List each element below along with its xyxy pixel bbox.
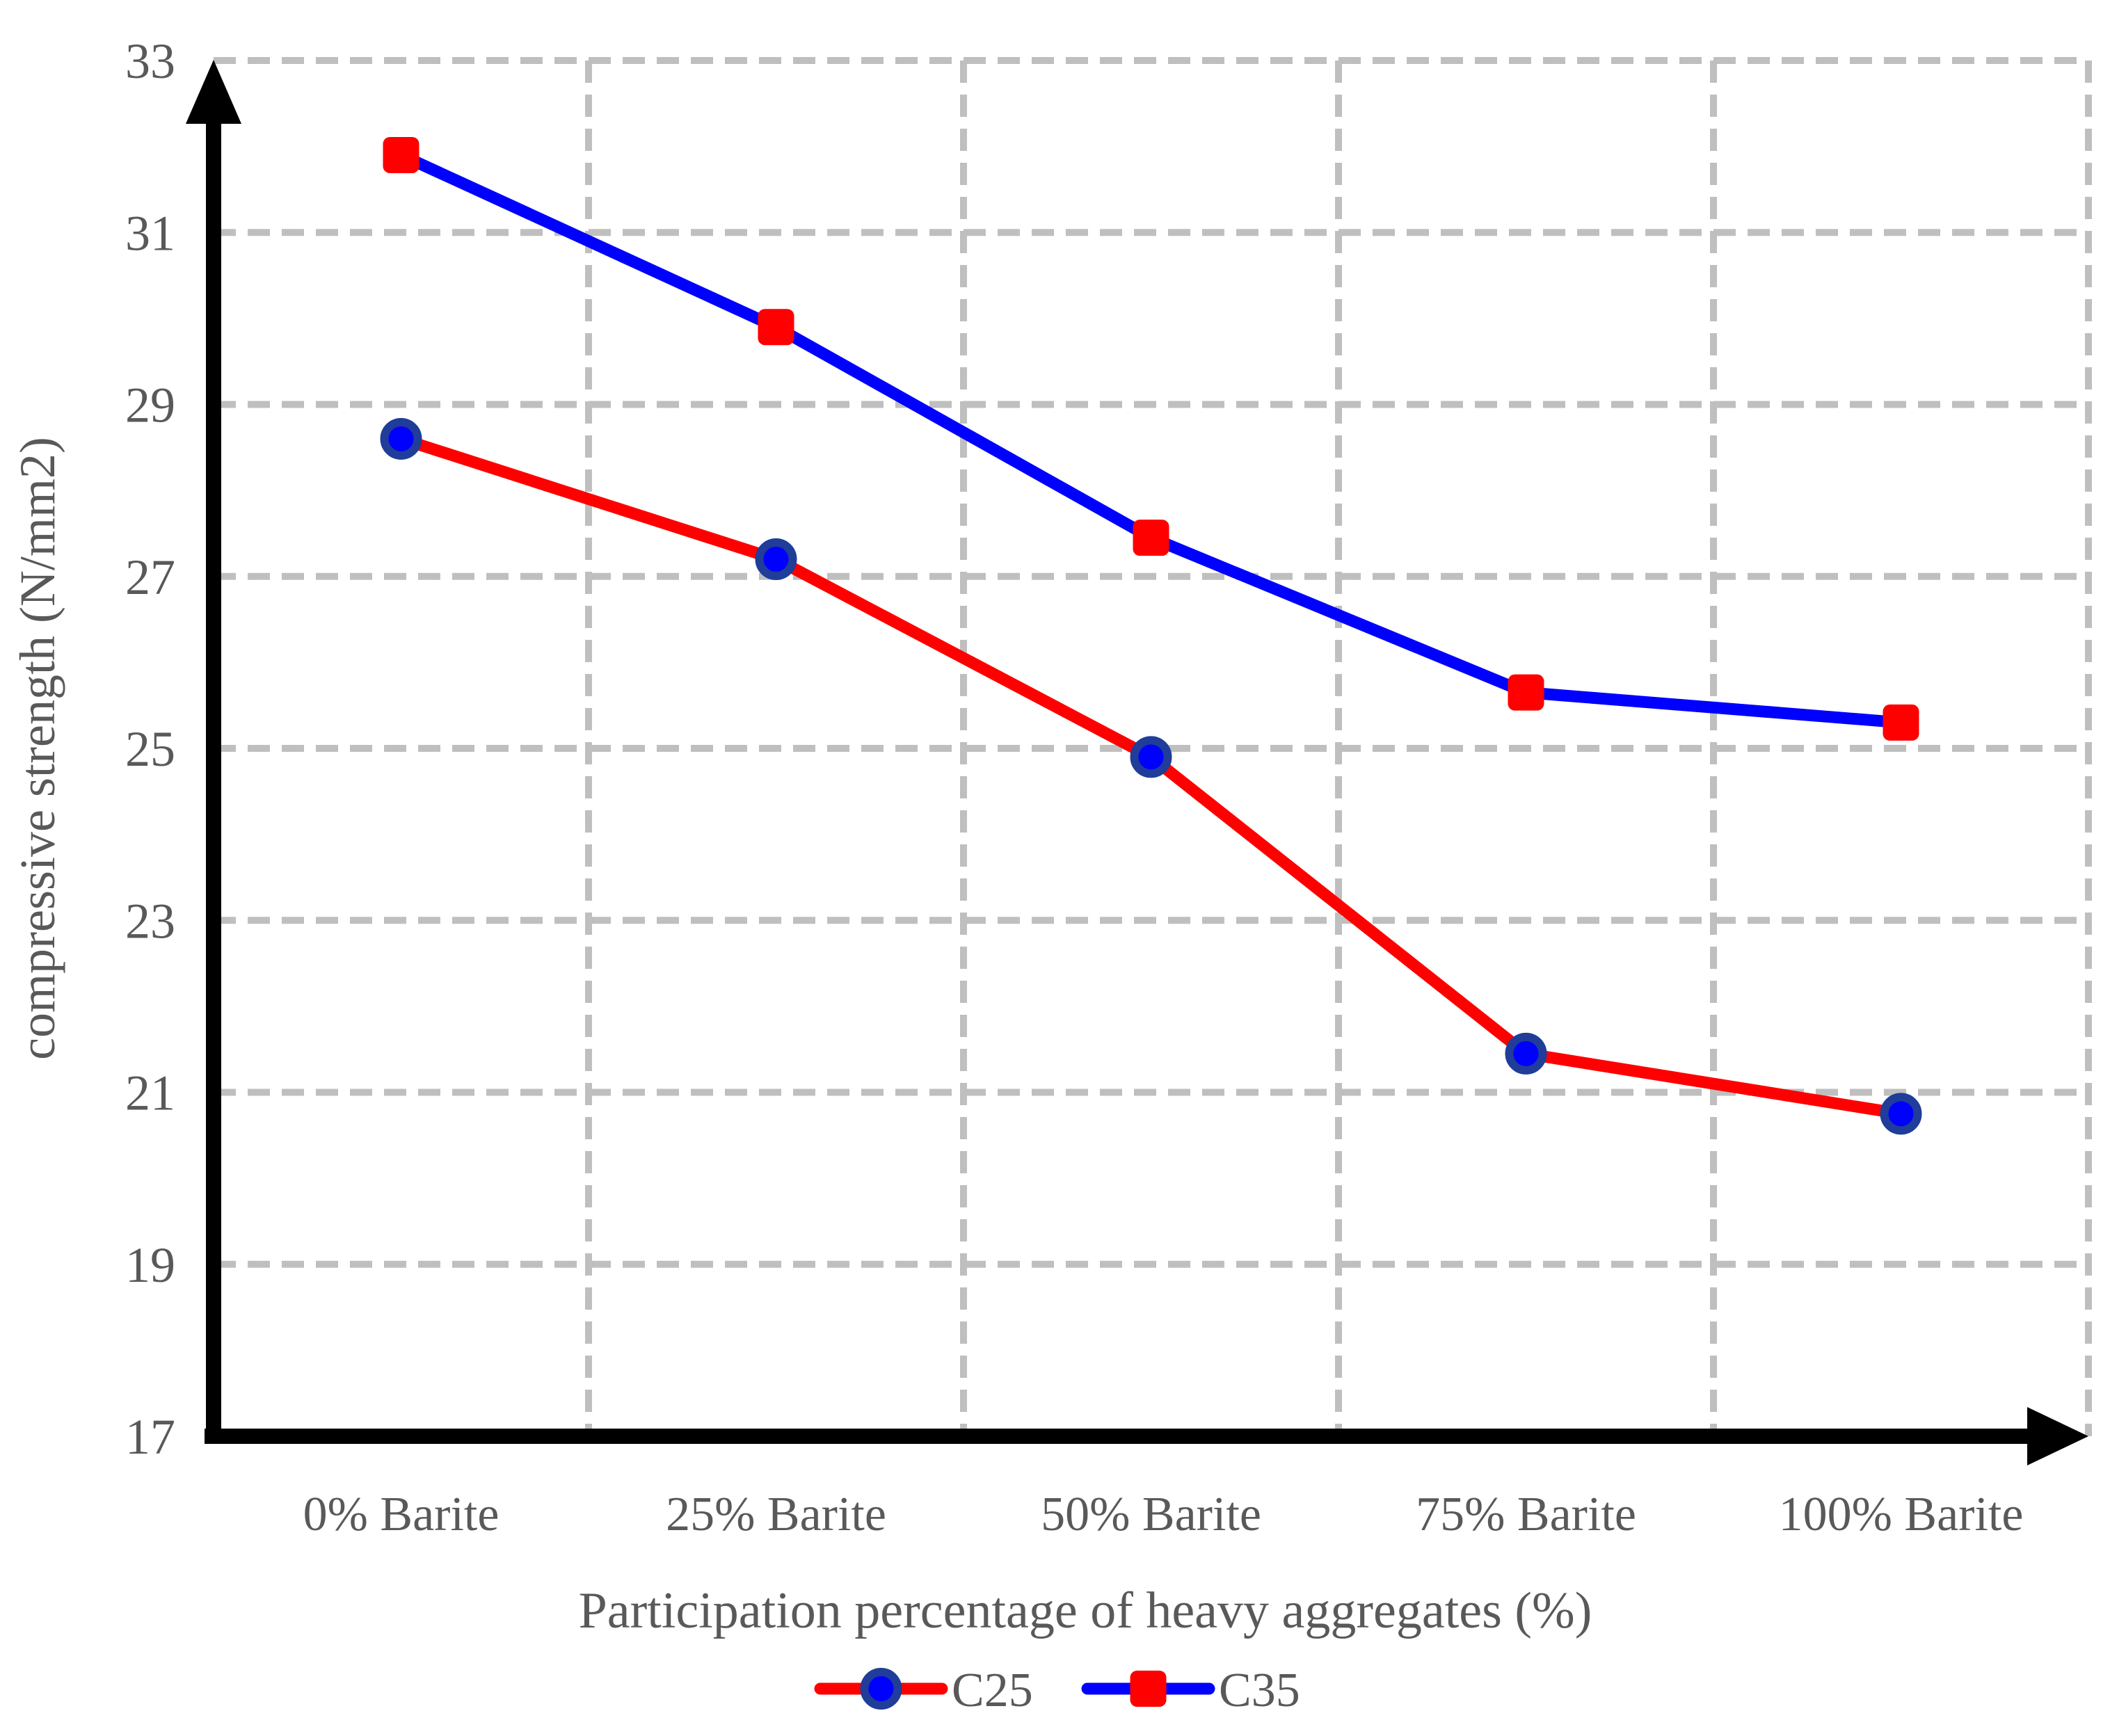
y-tick-label: 29 [125, 378, 175, 433]
marker-C35-1 [758, 309, 794, 346]
y-tick-label: 31 [125, 205, 175, 261]
x-axis-title: Participation percentage of heavy aggreg… [579, 1582, 1592, 1639]
marker-C25-1 [755, 538, 797, 581]
y-tick-label: 25 [125, 721, 175, 777]
legend-marker-C25 [860, 1668, 902, 1710]
marker-C25-4 [1880, 1093, 1922, 1135]
marker-C25-2 [1130, 736, 1172, 778]
y-tick-label: 21 [125, 1066, 175, 1121]
marker-C35-3 [1508, 674, 1544, 711]
x-tick-label: 75% Barite [1416, 1488, 1636, 1541]
marker-C35-2 [1133, 520, 1169, 556]
y-tick-label: 27 [125, 549, 175, 605]
legend-marker-C35 [1130, 1671, 1167, 1707]
y-axis-title: compressive strength (N/mm2) [10, 437, 65, 1060]
x-tick-label: 100% Barite [1779, 1488, 2024, 1541]
y-tick-label: 19 [125, 1237, 175, 1293]
marker-C35-4 [1883, 704, 1919, 741]
y-tick-label: 33 [125, 33, 175, 89]
marker-C25-3 [1505, 1032, 1547, 1075]
marker-C25-0 [380, 417, 422, 460]
legend-label-C35: C35 [1219, 1664, 1300, 1717]
y-tick-label: 23 [125, 893, 175, 949]
x-tick-label: 50% Barite [1041, 1488, 1261, 1541]
marker-C35-0 [383, 136, 419, 173]
x-axis-arrow-icon [2027, 1407, 2088, 1465]
y-tick-label: 17 [125, 1409, 175, 1465]
y-axis-arrow-icon [186, 60, 241, 124]
x-tick-label: 0% Barite [303, 1488, 499, 1541]
legend-label-C25: C25 [952, 1664, 1033, 1717]
x-tick-label: 25% Barite [666, 1488, 886, 1541]
